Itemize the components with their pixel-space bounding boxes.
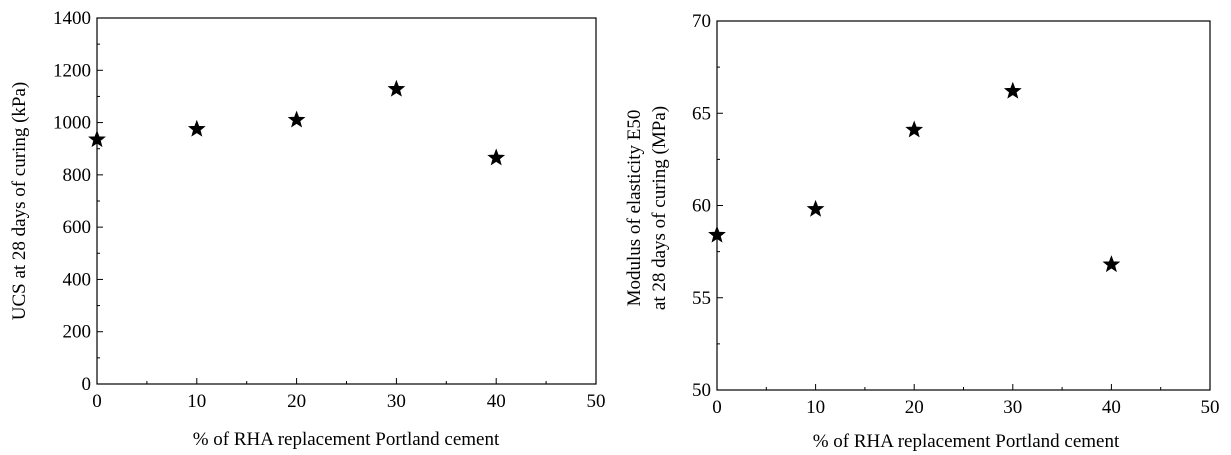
e50-x-tick-label: 40 — [1102, 397, 1121, 418]
ucs-ticks — [96, 17, 597, 385]
ucs-plot-frame — [96, 17, 597, 385]
ucs-data-point — [287, 110, 306, 128]
e50-ticks — [716, 20, 1211, 391]
ucs-y-tick-label: 600 — [63, 217, 92, 238]
e50-chart: 0 10 20 30 40 50 50 55 60 65 70 % of RHA replacem… — [624, 11, 1220, 452]
ucs-y-tick-label: 1400 — [53, 8, 91, 29]
ucs-x-axis-title: % of RHA replacement Portland cement — [193, 429, 500, 450]
ucs-y-tick-label: 1200 — [53, 60, 91, 81]
ucs-data-point — [487, 148, 506, 166]
e50-x-axis-title: % of RHA replacement Portland cement — [813, 431, 1120, 452]
ucs-data-point — [88, 130, 106, 148]
e50-y-tick-labels: 50 55 60 65 70 — [692, 11, 711, 401]
e50-data-point — [708, 225, 726, 243]
ucs-x-tick-labels: 0 10 20 30 40 50 — [92, 391, 605, 412]
ucs-y-tick-label: 0 — [82, 374, 92, 395]
ucs-y-tick-labels: 0 200 400 600 800 1000 1200 1400 — [53, 8, 91, 395]
e50-y-tick-label: 60 — [692, 196, 711, 217]
ucs-data-point — [387, 79, 406, 97]
e50-data-point — [1102, 255, 1121, 273]
e50-x-tick-label: 10 — [806, 397, 825, 418]
ucs-y-tick-label: 1000 — [53, 113, 91, 134]
ucs-markers — [88, 79, 506, 166]
ucs-y-tick-label: 800 — [63, 165, 92, 186]
ucs-x-tick-label: 0 — [92, 391, 102, 412]
e50-x-tick-label: 20 — [905, 397, 924, 418]
e50-y-tick-label: 65 — [692, 103, 711, 124]
ucs-x-tick-label: 40 — [487, 391, 506, 412]
ucs-x-tick-label: 50 — [587, 391, 606, 412]
ucs-x-tick-label: 10 — [187, 391, 206, 412]
ucs-y-tick-label: 200 — [63, 322, 92, 343]
e50-x-tick-label: 30 — [1003, 397, 1022, 418]
ucs-data-point — [187, 119, 206, 137]
e50-plot-frame — [716, 20, 1211, 391]
e50-x-tick-labels: 0 10 20 30 40 50 — [712, 397, 1219, 418]
e50-y-axis-title-line-2: at 28 days of curing (MPa) — [649, 106, 670, 310]
e50-data-point — [905, 120, 924, 138]
e50-y-tick-label: 50 — [692, 380, 711, 401]
e50-markers — [708, 81, 1121, 273]
ucs-x-tick-label: 30 — [387, 391, 406, 412]
ucs-y-tick-label: 400 — [63, 269, 92, 290]
e50-y-axis-title-line-1: Modulus of elasticity E50 — [624, 110, 645, 307]
ucs-chart: 0 10 20 30 40 50 0 200 400 600 800 1000 1200 1400 % … — [9, 8, 606, 450]
e50-data-point — [806, 199, 825, 217]
e50-data-point — [1003, 81, 1022, 99]
e50-x-tick-label: 0 — [712, 397, 722, 418]
e50-x-tick-label: 50 — [1201, 397, 1220, 418]
ucs-x-tick-label: 20 — [287, 391, 306, 412]
e50-y-tick-label: 70 — [692, 11, 711, 32]
e50-y-tick-label: 55 — [692, 288, 711, 309]
ucs-y-axis-title: UCS at 28 days of curing (kPa) — [9, 82, 30, 321]
